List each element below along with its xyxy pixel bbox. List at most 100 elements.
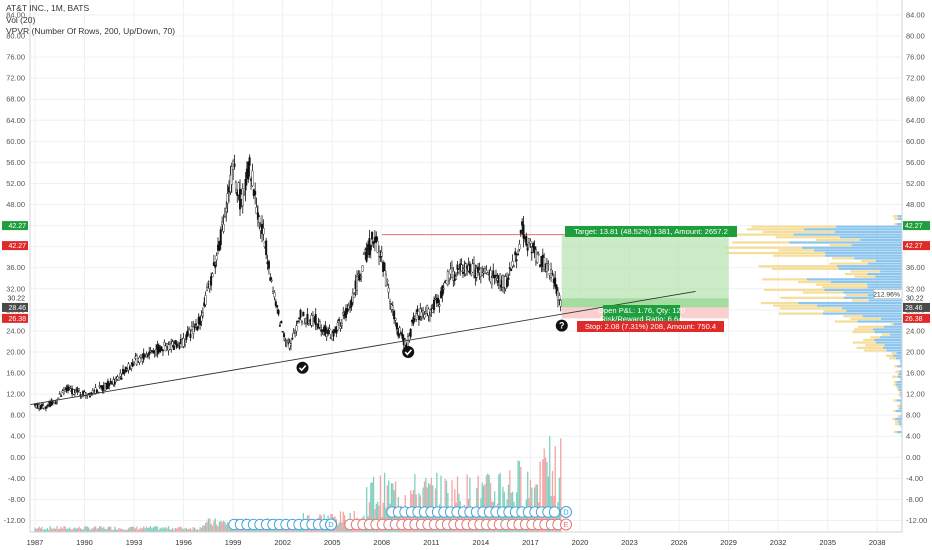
x-tick-label: 1990 (76, 538, 93, 547)
volume-bar (337, 524, 339, 532)
candle-body (219, 229, 222, 246)
support-trendline[interactable] (29, 290, 696, 406)
candle-body (346, 308, 349, 313)
vpvr-bar-down (894, 365, 898, 368)
volume-bar (560, 438, 562, 532)
volume-bar (154, 526, 156, 532)
volume-bar (79, 528, 82, 532)
y-tick-label-right: -12.00 (906, 516, 927, 525)
vpvr-bar-down (863, 338, 875, 342)
volume-bar (521, 506, 523, 532)
dividend-marker-last[interactable] (560, 506, 572, 518)
left-entry-label: 30.22 (7, 296, 25, 303)
vpvr-bar-up (867, 262, 902, 265)
volume-bar (81, 529, 83, 532)
candle-body (532, 242, 535, 248)
earnings-marker-last[interactable] (560, 518, 572, 531)
candle-body (210, 276, 213, 286)
volume-bar (46, 528, 49, 532)
y-tick-label-left: 76.00 (6, 53, 25, 62)
pct-box (873, 289, 903, 299)
volume-bar (174, 527, 177, 532)
event-markers[interactable]: ?D ED (228, 319, 572, 531)
y-tick-label-right: 12.00 (906, 390, 925, 399)
candle-body (344, 308, 347, 318)
y-tick-label-left: 24.00 (6, 326, 25, 335)
volume-bar (159, 527, 161, 532)
vpvr-bar-up (895, 417, 902, 421)
volume-bar (127, 528, 130, 532)
candle-body (189, 333, 192, 338)
candle-body (415, 313, 418, 320)
volume-bar (377, 501, 379, 532)
question-icon[interactable] (555, 319, 568, 332)
vpvr-bar-up (897, 420, 902, 423)
volume-bar (123, 529, 126, 532)
volume-bar (75, 528, 77, 532)
candle-body (378, 251, 381, 257)
candle-body (400, 332, 403, 335)
y-tick-label-left: 12.00 (6, 390, 25, 399)
volume-bar (100, 526, 102, 532)
volume-bar (56, 526, 58, 532)
dividend-marker[interactable] (548, 506, 561, 518)
y-tick-label-left: 36.00 (6, 263, 25, 272)
candle-body (53, 401, 56, 404)
volume-bar (63, 526, 65, 532)
volume-bar (149, 526, 152, 532)
volume-bar (50, 528, 53, 532)
target-zone[interactable] (561, 234, 729, 299)
trendline[interactable] (29, 290, 696, 406)
volume-bar (119, 528, 121, 532)
check-icon[interactable] (402, 345, 415, 358)
vpvr-bar-up (789, 241, 902, 244)
vpvr-bar-up (844, 296, 902, 299)
vpvr-bar-down (735, 233, 794, 236)
vpvr-bar-up (838, 267, 902, 270)
vpvr-bar-up (898, 373, 902, 376)
candle-body (536, 253, 539, 264)
candle-body (292, 332, 295, 334)
vpvr-bar-down (900, 425, 902, 428)
y-tick-label-left: 0.00 (10, 453, 25, 462)
candle-body (119, 372, 122, 377)
volume-bar (520, 467, 522, 532)
check-icon[interactable] (296, 361, 309, 374)
profit-zone[interactable] (561, 298, 729, 308)
vpvr-bar-up (880, 336, 902, 339)
candle-body (164, 345, 167, 352)
volume-bar (185, 527, 188, 532)
y-tick-label-right: 72.00 (906, 74, 925, 83)
right-current-tag-text: 28.46 (905, 305, 923, 312)
vpvr-bar-down (843, 315, 863, 318)
candle-body (409, 328, 412, 337)
position-zones[interactable] (381, 234, 729, 319)
candle-body (295, 325, 298, 332)
vpvr-bar-up (874, 338, 902, 342)
candle-body (499, 273, 502, 286)
vpvr-bar-down (854, 275, 876, 278)
volume-bar (61, 528, 64, 532)
vpvr-bar-down (895, 370, 900, 373)
candle-body (273, 292, 276, 298)
candle-body (193, 326, 196, 329)
volume-bar (213, 520, 215, 532)
volume-bar (547, 476, 550, 532)
y-tick-label-left: 84.00 (6, 10, 25, 19)
y-tick-label-right: 56.00 (906, 158, 925, 167)
volume-bar (518, 461, 521, 532)
candle-body (256, 212, 259, 220)
vpvr-bar-up (896, 351, 902, 355)
volume-bar (394, 481, 397, 532)
x-tick-label: 2020 (572, 538, 589, 547)
candle-body (375, 236, 378, 243)
candle-body (172, 345, 175, 351)
vpvr-bar-up (825, 254, 902, 257)
vpvr-bar-up (895, 409, 902, 413)
dividend-marker-last[interactable] (325, 518, 337, 531)
candle-body (464, 263, 467, 275)
volume-bar (180, 526, 182, 532)
vpvr-bar-down (899, 402, 901, 405)
vpvr-bar-down (802, 291, 844, 294)
